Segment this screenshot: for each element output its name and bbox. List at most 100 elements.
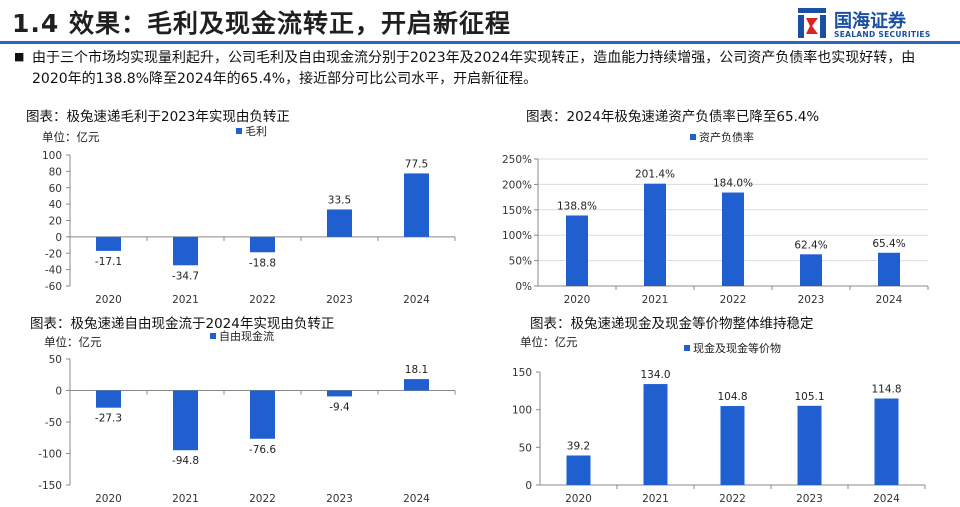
data-label: -76.6 bbox=[249, 444, 276, 456]
y-tick-label: -150 bbox=[38, 480, 62, 492]
bar-2021 bbox=[643, 384, 668, 485]
bullet-marker-icon: ■ bbox=[14, 50, 25, 63]
legend-swatch bbox=[236, 128, 242, 134]
y-tick-label: -50 bbox=[45, 417, 62, 429]
data-label: 105.1 bbox=[794, 391, 824, 403]
unit-label: 单位：亿元 bbox=[520, 335, 578, 349]
unit-label: 单位：亿元 bbox=[42, 130, 100, 144]
data-label: 201.4% bbox=[635, 169, 675, 181]
x-tick-label: 2021 bbox=[172, 493, 199, 505]
y-tick-label: -60 bbox=[45, 281, 62, 293]
legend-swatch bbox=[690, 134, 696, 140]
x-tick-label: 2020 bbox=[565, 493, 592, 505]
x-tick-label: 2022 bbox=[249, 294, 276, 306]
bar-2024 bbox=[404, 379, 429, 391]
debt-ratio-chart: 资产负债率 0% 50% 100% 150% 200% 250% 138.8% 2020 201.… bbox=[502, 130, 929, 306]
data-label: 18.1 bbox=[405, 364, 428, 376]
bar-2024 bbox=[878, 252, 900, 286]
x-tick-label: 2024 bbox=[403, 294, 430, 306]
x-tick-label: 2022 bbox=[720, 294, 747, 306]
x-tick-label: 2022 bbox=[719, 493, 746, 505]
y-tick-label: 200% bbox=[502, 179, 532, 191]
y-tick-label: 100 bbox=[512, 405, 532, 417]
x-tick-label: 2021 bbox=[642, 294, 669, 306]
bar-2020 bbox=[566, 455, 591, 485]
data-label: 77.5 bbox=[405, 158, 428, 170]
y-tick-label: -20 bbox=[45, 248, 62, 260]
bar-2020 bbox=[96, 390, 121, 408]
bar-2023 bbox=[800, 254, 822, 286]
summary-paragraph: 由于三个市场均实现量利起升，公司毛利及自由现金流分别于2023年及2024年实现… bbox=[32, 50, 916, 87]
x-tick-label: 2020 bbox=[564, 294, 591, 306]
bar-2024 bbox=[404, 173, 429, 237]
bar-2023 bbox=[327, 209, 352, 237]
data-label: 114.8 bbox=[871, 384, 901, 396]
data-label: -27.3 bbox=[95, 413, 122, 425]
bar-2024 bbox=[874, 398, 899, 485]
cash-equivalents-chart: 单位：亿元 现金及现金等价物 0 50 100 150 39.2 2020 134.0 2021 1… bbox=[512, 335, 926, 505]
y-tick-label: 20 bbox=[49, 216, 62, 228]
chart-title-gross-profit: 图表：极兔速递毛利于2023年实现由负转正 bbox=[26, 109, 290, 125]
sealand-logo-icon bbox=[798, 8, 826, 38]
brand-logo: 国海证券 SEALAND SECURITIES bbox=[796, 6, 946, 42]
x-tick-label: 2024 bbox=[876, 294, 903, 306]
bar-2020 bbox=[96, 236, 121, 251]
y-tick-label: 0% bbox=[515, 281, 532, 293]
y-tick-label: 0 bbox=[55, 232, 62, 244]
bar-2022 bbox=[722, 192, 744, 286]
x-tick-label: 2024 bbox=[403, 493, 430, 505]
data-label: 134.0 bbox=[640, 369, 670, 381]
data-label: -94.8 bbox=[172, 455, 199, 467]
legend-label: 自由现金流 bbox=[219, 330, 274, 343]
x-tick-label: 2022 bbox=[249, 493, 276, 505]
data-label: 184.0% bbox=[713, 178, 753, 190]
legend-swatch bbox=[684, 345, 690, 351]
legend-label: 毛利 bbox=[245, 125, 267, 138]
y-tick-label: 50 bbox=[49, 354, 62, 366]
y-tick-label: -100 bbox=[38, 449, 62, 461]
y-tick-label: 0 bbox=[525, 480, 532, 492]
page-header: 1.4 效果：毛利及现金流转正，开启新征程 国海证券 SEALAND SECUR… bbox=[0, 0, 960, 44]
data-label: -18.8 bbox=[249, 257, 276, 269]
x-tick-label: 2023 bbox=[796, 493, 823, 505]
x-tick-label: 2020 bbox=[95, 493, 122, 505]
y-tick-label: 100% bbox=[502, 230, 532, 242]
data-label: 138.8% bbox=[557, 200, 597, 212]
bar-2021 bbox=[173, 390, 198, 451]
chart-title-debt-ratio: 图表：2024年极兔速递资产负债率已降至65.4% bbox=[526, 109, 820, 125]
bar-2020 bbox=[566, 215, 588, 286]
bar-2021 bbox=[173, 236, 198, 266]
logo-name: 国海证券 bbox=[834, 11, 906, 32]
y-tick-label: 40 bbox=[49, 199, 62, 211]
x-tick-label: 2020 bbox=[95, 294, 122, 306]
data-label: 62.4% bbox=[794, 239, 827, 251]
y-tick-label: 50% bbox=[509, 256, 532, 268]
x-tick-label: 2023 bbox=[326, 294, 353, 306]
data-label: 33.5 bbox=[328, 194, 351, 206]
chart-title-free-cash-flow: 图表：极兔速递自由现金流于2024年实现由负转正 bbox=[30, 316, 335, 332]
data-label: -34.7 bbox=[172, 270, 199, 282]
y-tick-label: 100 bbox=[42, 150, 62, 162]
y-tick-label: 150% bbox=[502, 205, 532, 217]
y-tick-label: 80 bbox=[49, 166, 62, 178]
bar-2023 bbox=[327, 390, 352, 397]
chart-title-cash-equivalents: 图表：极兔速递现金及现金等价物整体维持稳定 bbox=[530, 316, 814, 332]
bar-2022 bbox=[250, 390, 275, 439]
bar-2021 bbox=[644, 183, 666, 286]
y-tick-label: -40 bbox=[45, 265, 62, 277]
legend-label: 资产负债率 bbox=[699, 130, 754, 144]
data-label: -9.4 bbox=[329, 401, 350, 413]
x-tick-label: 2023 bbox=[798, 294, 825, 306]
x-tick-label: 2024 bbox=[873, 493, 900, 505]
unit-label: 单位：亿元 bbox=[44, 335, 102, 349]
y-tick-label: 250% bbox=[502, 154, 532, 166]
x-tick-label: 2021 bbox=[172, 294, 199, 306]
page-title: 1.4 效果：毛利及现金流转正，开启新征程 bbox=[12, 9, 511, 38]
y-tick-label: 50 bbox=[519, 442, 532, 454]
gross-profit-chart: 单位：亿元 毛利 -60 -40 -20 0 20 40 60 80 100 -17.1 2020 -34… bbox=[42, 125, 456, 306]
legend-swatch bbox=[210, 333, 216, 339]
x-tick-label: 2021 bbox=[642, 493, 669, 505]
free-cash-flow-chart: 单位：亿元 自由现金流 -150 -100 -50 0 50 -27.3 2020 -94.8 20… bbox=[38, 330, 456, 505]
data-label: -17.1 bbox=[95, 256, 122, 268]
header-divider bbox=[0, 41, 960, 44]
